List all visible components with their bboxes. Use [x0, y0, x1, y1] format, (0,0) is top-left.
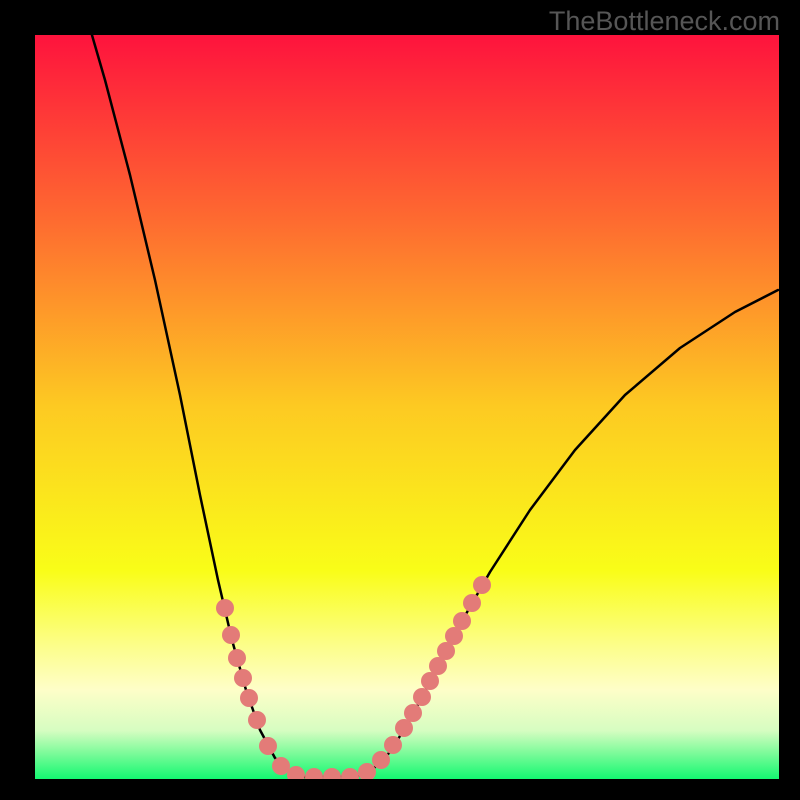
curve-marker [323, 768, 341, 786]
curve-marker [453, 612, 471, 630]
chart-container: TheBottleneck.com [0, 0, 800, 800]
curve-marker [222, 626, 240, 644]
plot-background [35, 35, 779, 779]
curve-marker [248, 711, 266, 729]
curve-marker [404, 704, 422, 722]
curve-marker [234, 669, 252, 687]
curve-marker [305, 768, 323, 786]
curve-marker [216, 599, 234, 617]
curve-marker [413, 688, 431, 706]
curve-marker [372, 751, 390, 769]
curve-marker [341, 768, 359, 786]
curve-marker [384, 736, 402, 754]
curve-marker [395, 719, 413, 737]
curve-marker [259, 737, 277, 755]
curve-marker [272, 757, 290, 775]
watermark-text: TheBottleneck.com [549, 6, 780, 37]
curve-marker [473, 576, 491, 594]
curve-marker [358, 763, 376, 781]
curve-marker [463, 594, 481, 612]
curve-marker [287, 766, 305, 784]
bottleneck-chart [0, 0, 800, 800]
curve-marker [228, 649, 246, 667]
curve-marker [240, 689, 258, 707]
